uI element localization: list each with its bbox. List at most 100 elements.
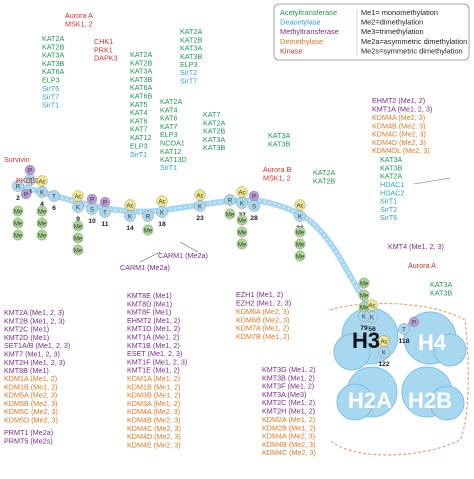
histone-tail-beads — [17, 185, 376, 319]
svg-text:P: P — [412, 320, 416, 326]
enzyme-label: HDAC2 — [380, 188, 404, 197]
enzyme-label: KAT2A — [180, 27, 202, 36]
enzyme-label: EHMT2 (Me1, 2) — [372, 96, 425, 105]
residue-number: 6 — [52, 205, 56, 212]
enzyme-label: KDM4D (Me2, 3) — [127, 432, 181, 441]
enzyme-label: KMT2D (Me1) — [4, 333, 49, 342]
enzyme-list-k79_meth_top: EHMT2 (Me1, 2)KMT1A (Me1, 2, 3) — [372, 96, 432, 113]
legend-def-4: Me2s=symmetric dimethylation — [361, 46, 463, 55]
methyl-mark-r2-1: Me — [12, 217, 24, 229]
enzyme-label: Aurora B — [263, 165, 292, 174]
enzyme-label: KDM4A (Me2, 3) — [262, 432, 315, 441]
legend-item-1: Deacetylase — [280, 18, 321, 27]
residue-S10: S 10 — [86, 203, 98, 225]
enzyme-label: KDM5B (Me2, 3) — [4, 399, 58, 408]
svg-text:Ac: Ac — [296, 203, 303, 209]
enzyme-label: PRMT1 (Me2a) — [4, 428, 53, 437]
residue-S28: S 28 — [248, 200, 260, 222]
enzyme-list-k14_ac: KAT2AKAT2BKAT3AKAT3BKAT6AKAT6BKAT5KAT4KA… — [130, 50, 152, 150]
enzyme-label: KAT2A — [203, 118, 225, 127]
svg-text:Me: Me — [14, 233, 23, 239]
enzyme-label: KDM1A (Me1, 2) — [4, 374, 57, 383]
methyl-mark-k79-1: Me — [358, 289, 370, 301]
svg-text:Ac: Ac — [38, 179, 45, 185]
legend-def-0: Me1= monomethylation — [361, 8, 438, 17]
svg-text:Ac: Ac — [380, 339, 387, 345]
enzyme-list-k79_demeth: KDM4A (Me2, 3)KDM4B (Me2, 3)KDM4C (Me2, … — [372, 113, 430, 155]
methyl-mark-k36-1: Me — [294, 238, 306, 250]
residue-number: 14 — [126, 225, 134, 232]
svg-text:P: P — [24, 192, 28, 198]
svg-text:Me: Me — [14, 209, 23, 215]
enzyme-label: Aurora A — [65, 11, 93, 20]
acetyl-mark-1: Ac — [72, 190, 84, 202]
acetyl-mark-5: Ac — [236, 186, 248, 198]
residue-number: 9 — [76, 216, 80, 223]
acetyl-mark-8: Ac — [378, 335, 390, 347]
enzyme-label: KAT2A — [380, 172, 402, 181]
enzyme-label: SirT1 — [160, 163, 177, 172]
enzyme-list-k27_demeth: KDM6A (Me2, 3)KDM6B (Me2, 3)KDM7A (Me1, … — [236, 307, 290, 341]
enzyme-list-prmt: PRMT1 (Me2a)PRMT5 (Me2s) — [4, 428, 53, 445]
enzyme-label: KDM4C (Me2, 3) — [372, 130, 426, 139]
legend-def-1: Me2=dimethylation — [361, 18, 423, 27]
h2b-label: H2B — [408, 388, 452, 413]
enzyme-label: KMT3B (Me1, 2) — [262, 373, 315, 382]
enzyme-label: KDM4E (Me2, 3) — [127, 440, 181, 449]
residue-T118: T 118 — [398, 323, 410, 345]
methyl-mark-k79-2: Me — [358, 301, 370, 313]
svg-text:Me: Me — [38, 233, 47, 239]
enzyme-label: DAPK3 — [94, 54, 118, 63]
acetyl-mark-0: Ac — [36, 175, 48, 187]
enzyme-label: KDM1A (Me1, 2) — [127, 374, 180, 383]
enzyme-label: PRMT5 (Me2s) — [4, 436, 53, 445]
enzyme-label: KAT12 — [130, 133, 151, 142]
enzyme-label: KDM4B (Me2, 3) — [127, 416, 181, 425]
enzyme-label: KAT3A — [42, 51, 64, 60]
enzyme-label: KDM1B (Me1, 2) — [4, 382, 58, 391]
svg-text:T: T — [52, 194, 56, 200]
residue-number: 11 — [101, 221, 108, 228]
enzyme-list-carm1_right: CARM1 (Me2a) — [158, 251, 208, 260]
carm1-right-connector — [179, 241, 199, 253]
methyl-mark-k27-0: Me — [236, 214, 248, 226]
svg-text:K: K — [160, 210, 164, 216]
enzyme-label: KDM5C (Me2, 3) — [4, 407, 58, 416]
enzyme-label: Aurora A — [408, 261, 436, 270]
svg-text:K: K — [128, 214, 132, 220]
enzyme-label: ELP3 — [130, 141, 148, 150]
enzyme-label: KMT2B (Me1, 2, 3) — [4, 316, 65, 325]
legend-box — [273, 3, 470, 61]
svg-text:Me: Me — [238, 230, 247, 236]
enzyme-label: PKCβ1 — [16, 176, 39, 185]
svg-text:Me: Me — [360, 293, 369, 299]
svg-text:S: S — [90, 207, 94, 213]
svg-text:T: T — [402, 327, 406, 333]
enzyme-list-k27_meth: EZH1 (Me1, 2)EZH2 (Me1, 2, 3) — [236, 290, 291, 307]
enzyme-list-kmt4: KMT4 (Me1, 2, 3) — [388, 242, 444, 251]
svg-text:S: S — [252, 204, 256, 210]
legend-enzyme-classes: AcetyltransferaseDeacetylaseMethyltransf… — [280, 8, 339, 55]
enzyme-label: KAT3B — [268, 139, 290, 148]
svg-text:T: T — [103, 210, 107, 216]
enzyme-label: KDM2A (Me1, 2) — [262, 415, 315, 424]
enzyme-label: SirT1 — [42, 101, 59, 110]
enzyme-list-k4_meth: KMT2A (Me1, 2, 3)KMT2B (Me1, 2, 3)KMT2C … — [4, 308, 70, 375]
enzyme-label: KMT1D (Me1, 2) — [127, 324, 180, 333]
svg-text:Me: Me — [238, 218, 247, 224]
enzyme-label: KAT3B — [430, 288, 452, 297]
enzyme-label: KDM7B (Me1, 2) — [236, 332, 290, 341]
enzyme-label: KAT3B — [180, 52, 202, 61]
residue-K18: K 18 — [156, 206, 168, 228]
svg-text:Me: Me — [296, 254, 305, 260]
enzyme-list-k36_meth: KMT3G (Me1, 2)KMT3B (Me1, 2)KMT3F (Me1, … — [262, 365, 316, 416]
enzyme-label: KAT3B — [203, 143, 225, 152]
methyl-mark-r2-2: Me — [12, 229, 24, 241]
legend-def-2: Me3=trimethylation — [361, 27, 424, 36]
enzyme-label: KAT2A — [160, 97, 182, 106]
methyl-mark-k9-0: Me — [72, 220, 84, 232]
methyl-mark-k27-2: Me — [236, 238, 248, 250]
